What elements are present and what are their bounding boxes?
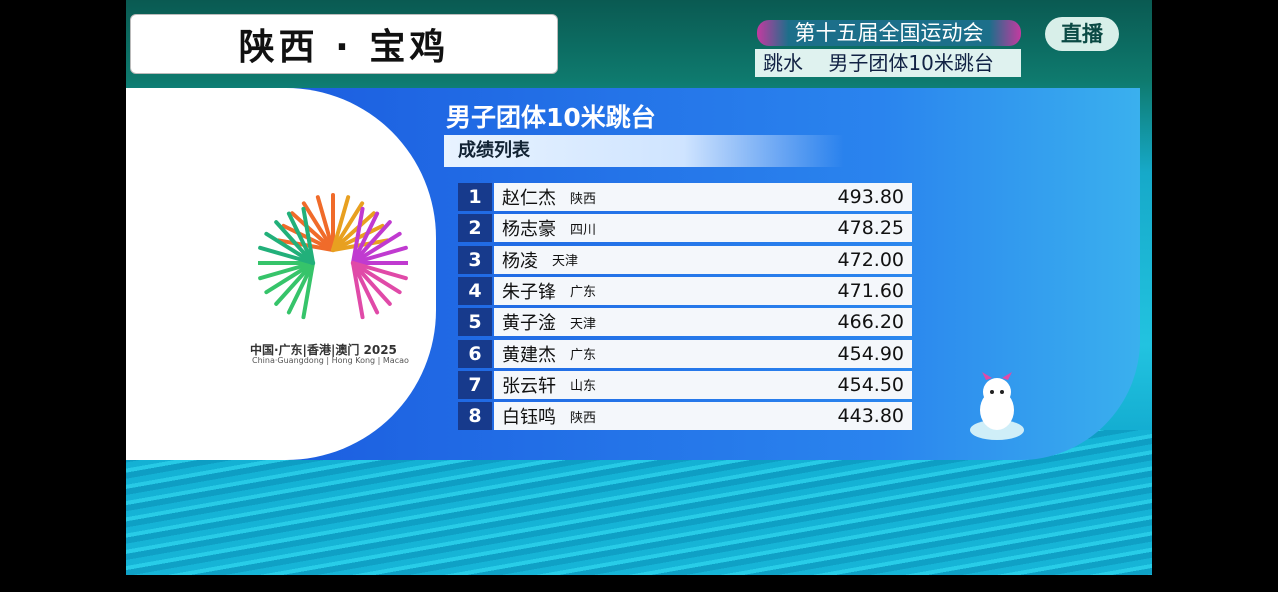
logo-petal bbox=[351, 231, 402, 265]
result-row: 2 杨志豪 四川 478.25 bbox=[458, 214, 912, 243]
logo-petal bbox=[301, 206, 315, 265]
logo-petal bbox=[290, 211, 335, 252]
rank: 7 bbox=[458, 370, 492, 399]
athlete-name: 张云轩 bbox=[502, 375, 556, 397]
logo-petal bbox=[274, 261, 315, 306]
logo-petal bbox=[301, 261, 315, 320]
province: 四川 bbox=[570, 222, 597, 238]
logo-petal bbox=[351, 261, 408, 281]
caption-text: 陕西 · 宝鸡 bbox=[238, 27, 450, 68]
athlete-name: 白钰鸣 bbox=[502, 407, 556, 429]
rank: 6 bbox=[458, 339, 492, 368]
board-subtitle: 成绩列表 bbox=[444, 135, 844, 167]
rank: 8 bbox=[458, 402, 492, 431]
games-banner: 第十五届全国运动会 bbox=[757, 20, 1021, 46]
logo-petal bbox=[351, 261, 380, 315]
athlete-name: 朱子锋 bbox=[502, 281, 556, 303]
athlete-name: 杨凌 bbox=[502, 250, 538, 272]
athlete-name: 黄建杰 bbox=[502, 344, 556, 366]
logo-petal bbox=[258, 245, 315, 265]
logo-petal bbox=[351, 211, 380, 265]
logo-petal bbox=[258, 261, 315, 281]
logo-petal bbox=[264, 261, 315, 295]
rank: 2 bbox=[458, 214, 492, 243]
result-row: 3 杨凌 天津 472.00 bbox=[458, 245, 912, 274]
logo-petal bbox=[351, 261, 365, 320]
location-caption: 陕西 · 宝鸡 bbox=[130, 14, 558, 74]
result-cell: 张云轩 山东 454.50 bbox=[494, 370, 912, 399]
result-cell: 赵仁杰 陕西 493.80 bbox=[494, 183, 912, 211]
result-row: 8 白钰鸣 陕西 443.80 bbox=[458, 402, 912, 431]
score: 454.90 bbox=[837, 342, 904, 365]
rank: 5 bbox=[458, 308, 492, 337]
logo-petal bbox=[286, 261, 315, 315]
athlete-name: 黄子淦 bbox=[502, 313, 556, 335]
logo-petal bbox=[351, 220, 392, 265]
games-logo-icon bbox=[258, 193, 408, 320]
score: 466.20 bbox=[837, 311, 904, 334]
logo-petal bbox=[351, 245, 408, 265]
mascot-icon bbox=[970, 372, 1024, 440]
result-row: 5 黄子淦 天津 466.20 bbox=[458, 308, 912, 337]
logo-petal bbox=[264, 231, 315, 265]
province: 山东 bbox=[570, 379, 597, 395]
live-badge: 直播 bbox=[1045, 17, 1119, 51]
result-row: 7 张云轩 山东 454.50 bbox=[458, 370, 912, 399]
province: 广东 bbox=[570, 285, 597, 301]
logo-petal bbox=[315, 195, 335, 252]
score: 471.60 bbox=[837, 279, 904, 302]
result-cell: 黄建杰 广东 454.90 bbox=[494, 339, 912, 368]
logo-petal bbox=[331, 195, 351, 252]
score: 443.80 bbox=[837, 405, 904, 428]
event-banner: 跳水 男子团体10米跳台 bbox=[755, 49, 1021, 77]
result-cell: 白钰鸣 陕西 443.80 bbox=[494, 402, 912, 431]
athlete-name: 赵仁杰 bbox=[502, 188, 556, 209]
province: 陕西 bbox=[570, 191, 597, 207]
result-cell: 朱子锋 广东 471.60 bbox=[494, 276, 912, 305]
province: 陕西 bbox=[570, 410, 597, 426]
logo-petal bbox=[351, 206, 365, 265]
result-cell: 杨凌 天津 472.00 bbox=[494, 245, 912, 274]
result-row: 6 黄建杰 广东 454.90 bbox=[458, 339, 912, 368]
score: 472.00 bbox=[837, 248, 904, 271]
score: 454.50 bbox=[837, 373, 904, 396]
logo-petal bbox=[301, 201, 335, 252]
logo-petal bbox=[331, 201, 365, 252]
province: 广东 bbox=[570, 348, 597, 363]
rank: 3 bbox=[458, 245, 492, 274]
logo-petal bbox=[274, 220, 315, 265]
logo-petal bbox=[351, 261, 392, 306]
score: 493.80 bbox=[837, 186, 904, 208]
result-cell: 黄子淦 天津 466.20 bbox=[494, 308, 912, 337]
score: 478.25 bbox=[837, 217, 904, 240]
board-title: 男子团体10米跳台 bbox=[446, 103, 656, 132]
logo-subtext: China·Guangdong | Hong Kong | Macao bbox=[252, 356, 409, 365]
rank: 1 bbox=[458, 183, 492, 211]
logo-petal bbox=[331, 211, 376, 252]
logo-petal bbox=[351, 261, 402, 295]
logo-text: 中国·广东|香港|澳门 2025 bbox=[250, 343, 397, 357]
rank: 4 bbox=[458, 276, 492, 305]
province: 天津 bbox=[552, 254, 579, 270]
logo-petal bbox=[286, 211, 315, 265]
result-row: 1 赵仁杰 陕西 493.80 bbox=[458, 183, 912, 211]
result-cell: 杨志豪 四川 478.25 bbox=[494, 214, 912, 243]
province: 天津 bbox=[570, 316, 597, 332]
athlete-name: 杨志豪 bbox=[502, 219, 556, 241]
result-row: 4 朱子锋 广东 471.60 bbox=[458, 276, 912, 305]
